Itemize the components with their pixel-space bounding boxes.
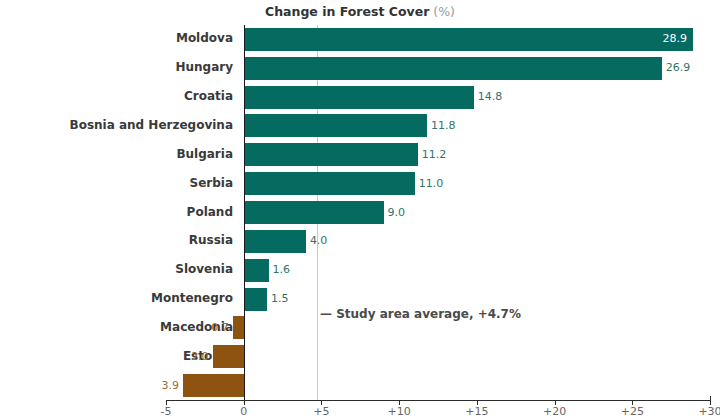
category-label: Russia [0,233,233,247]
x-axis-tick-label: +20 [535,405,575,418]
bar-positive [244,288,267,311]
bar-negative [183,374,244,397]
bar-positive [244,230,306,253]
x-axis-tick-label: +25 [612,405,652,418]
x-axis-tick-label: +10 [379,405,419,418]
category-label: Serbia [0,176,233,190]
bar-positive [244,259,269,282]
bar-positive [244,114,427,137]
category-label: Slovenia [0,262,233,276]
x-axis-line [166,400,711,401]
category-label: Moldova [0,31,233,45]
category-label: Poland [0,205,233,219]
x-axis-tick-label: +15 [457,405,497,418]
category-label: Bulgaria [0,147,233,161]
value-label: 11.2 [422,148,447,161]
forest-cover-chart: Change in Forest Cover(%) Moldova28.9Hun… [0,0,720,420]
category-label: Bosnia and Herzegovina [0,118,233,132]
value-label: 28.9 [641,32,687,45]
value-label: 11.0 [419,177,444,190]
plot-area: Moldova 28.9 Hungary 26.9 Croatia 14.8 Bosnia … [0,0,720,420]
value-label: 1.5 [271,292,289,305]
category-label: Croatia [0,89,233,103]
value-label: 14.8 [478,90,503,103]
bar-negative [213,345,244,368]
value-label: 26.9 [666,61,691,74]
value-label: 2.0 [157,350,209,363]
bar-positive [244,201,384,224]
value-label: 11.8 [431,119,456,132]
bar-positive [244,172,415,195]
value-label: 0.7 [177,321,229,334]
x-axis-tick-label: 0 [224,405,264,418]
value-label: 3.9 [127,379,179,392]
zero-axis-line [244,25,245,400]
value-label: 9.0 [388,206,406,219]
value-label: 4.0 [310,234,328,247]
bar-positive [244,57,662,80]
x-axis-tick-label: +30 [690,405,720,418]
category-label: Montenegro [0,291,233,305]
x-axis-tick-label: +5 [301,405,341,418]
average-annotation: — Study area average, +4.7% [320,307,521,321]
value-label: 1.6 [273,263,291,276]
bar-positive [244,86,474,109]
x-axis-tick-label: -5 [146,405,186,418]
bar-positive [244,143,418,166]
category-label: Hungary [0,60,233,74]
bar-positive [244,28,693,51]
bar-negative [233,316,244,339]
